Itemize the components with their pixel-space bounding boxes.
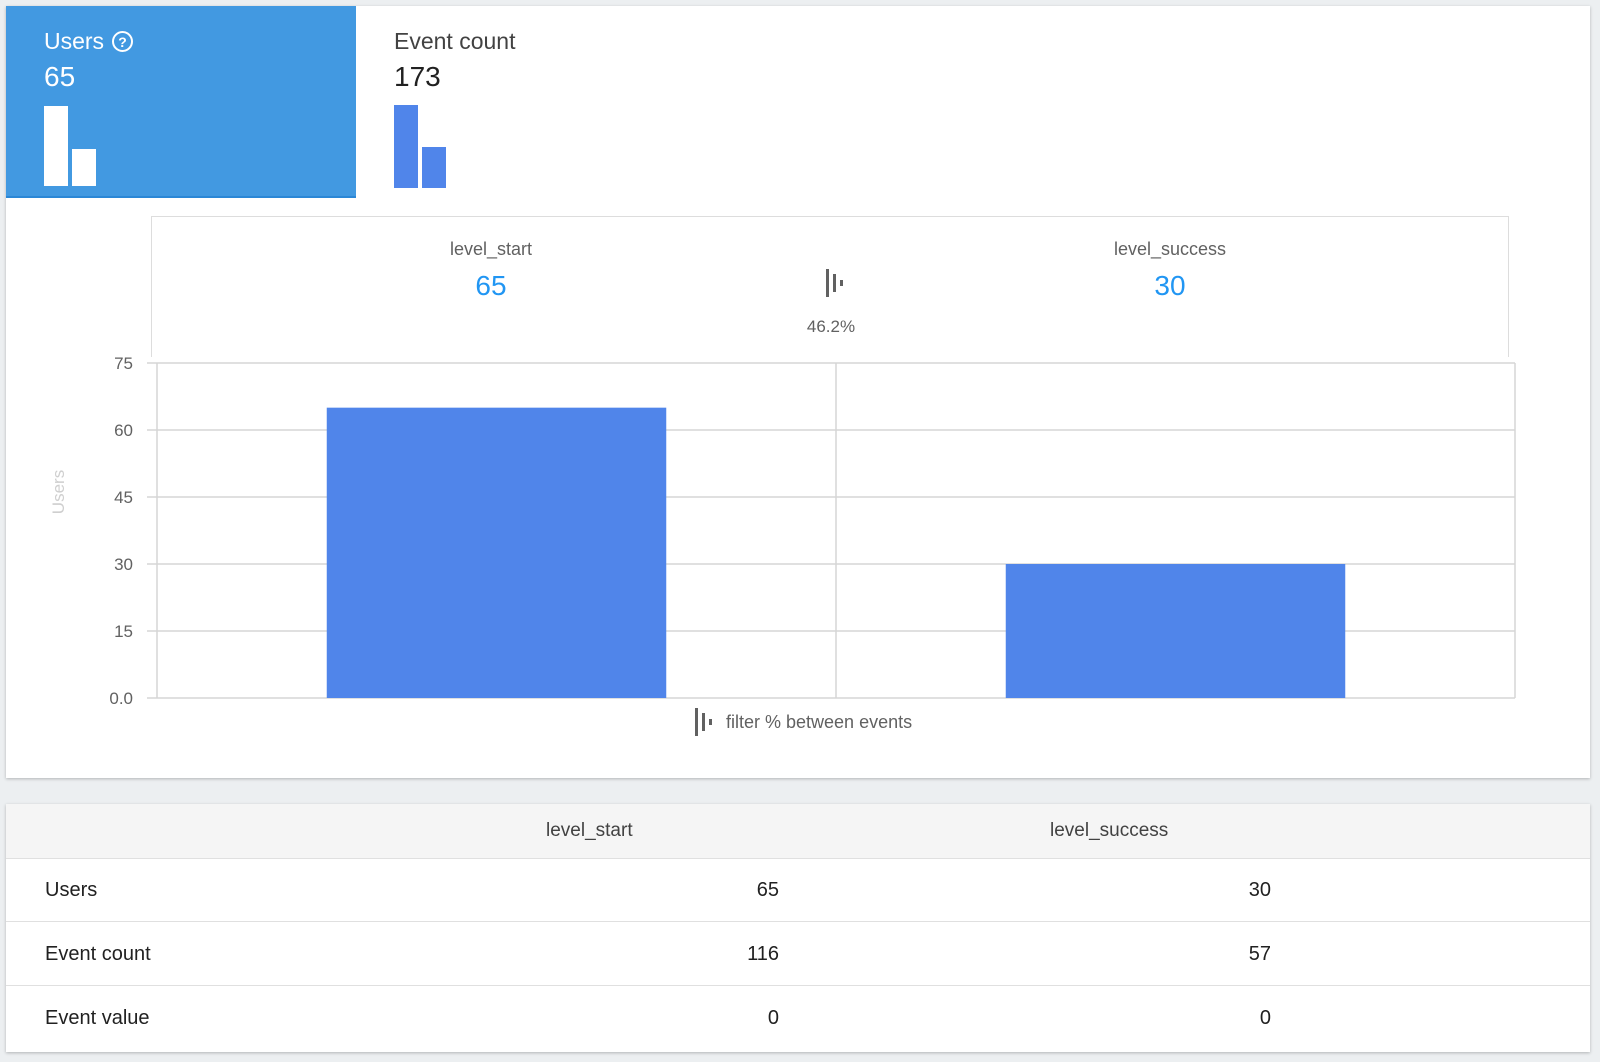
y-tick-label: 30 [114,555,133,574]
tab-event-count[interactable]: Event count 173 [356,6,706,198]
cell: 116 [747,942,779,965]
row-label: Event value [45,1007,150,1029]
step-count: 30 [1154,270,1186,301]
cell: 57 [1248,942,1271,965]
row-label: Event count [45,942,151,965]
cell: 0 [767,1007,779,1029]
tab-users[interactable]: Users? 65 [6,6,356,198]
step-level-start: level_start 65 [291,239,691,302]
step-level-success: level_success 30 [970,239,1370,302]
bar-level_success [1005,564,1346,698]
y-tick-label: 60 [114,421,133,440]
step-name: level_start [449,239,533,259]
funnel-steps-header: level_start 65 level_success 30 46.2% [151,216,1509,357]
legend[interactable]: filter % between events [695,708,912,736]
data-table: level_start level_success Users 65 30 Ev… [6,804,1590,1052]
row-label: Users [45,878,98,901]
step-name: level_success [1113,239,1227,259]
table-header: level_start level_success [6,804,1590,859]
y-tick-label: 15 [114,622,133,641]
cell: 0 [1259,1007,1271,1029]
column-header: level_start [546,820,633,841]
cell: 30 [1248,878,1271,901]
funnel-filter-icon[interactable] [826,269,843,297]
legend-label: filter % between events [726,711,913,732]
funnel-filter-icon [695,708,712,736]
conversion-percent: 46.2% [806,317,856,336]
y-tick-label: 75 [114,354,133,373]
mini-bar [44,106,68,186]
bar-level_start [326,407,667,698]
mini-bar-chart [44,106,96,186]
y-tick-label: 0.0 [109,689,133,708]
help-circle-icon[interactable]: ? [112,31,134,52]
tab-label: Event count [394,28,516,54]
y-axis-label: Users [49,470,68,514]
table-row: Event count 116 57 [6,923,1590,986]
step-count: 65 [475,270,507,301]
column-header: level_success [1050,820,1169,841]
table-row: Event value 0 0 [6,987,1590,1050]
table-row: Users 65 30 [6,859,1590,922]
y-tick-label: 45 [114,488,133,507]
funnel-card: Users? 65 Event count 173 [6,6,1590,778]
cell: 65 [756,878,779,901]
tab-value: 173 [394,61,441,92]
tab-label: Users [44,28,105,54]
funnel-bar-chart: 0.0 15 30 45 60 75 Users [49,354,1516,708]
mini-bar [422,147,446,188]
tab-value: 65 [44,61,76,92]
mini-bar [394,105,418,188]
mini-bar-chart [394,105,446,188]
mini-bar [72,149,96,186]
